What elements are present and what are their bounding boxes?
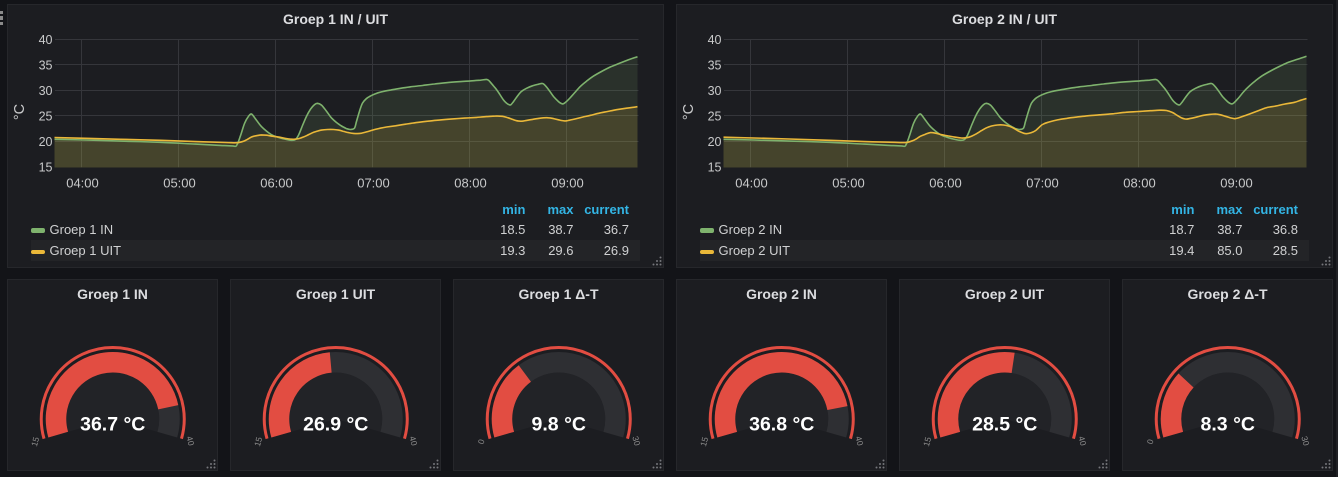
svg-text:35: 35 bbox=[708, 58, 722, 72]
svg-text:25: 25 bbox=[708, 109, 722, 123]
svg-text:04:00: 04:00 bbox=[66, 176, 99, 191]
svg-text:36.8 °C: 36.8 °C bbox=[749, 414, 814, 436]
svg-text:36.7 °C: 36.7 °C bbox=[80, 414, 145, 436]
svg-text:30: 30 bbox=[708, 84, 722, 98]
svg-text:04:00: 04:00 bbox=[735, 176, 768, 191]
svg-text:15: 15 bbox=[29, 435, 41, 447]
svg-text:28.5 °C: 28.5 °C bbox=[972, 414, 1037, 436]
svg-text:05:00: 05:00 bbox=[163, 176, 196, 191]
svg-text:40: 40 bbox=[39, 33, 53, 47]
svg-text:30: 30 bbox=[1299, 435, 1311, 447]
svg-text:°C: °C bbox=[681, 104, 697, 120]
svg-text:°C: °C bbox=[12, 104, 28, 120]
svg-text:05:00: 05:00 bbox=[832, 176, 865, 191]
svg-text:06:00: 06:00 bbox=[929, 176, 962, 191]
svg-text:09:00: 09:00 bbox=[551, 176, 584, 191]
svg-text:15: 15 bbox=[252, 435, 264, 447]
svg-text:07:00: 07:00 bbox=[357, 176, 390, 191]
svg-text:15: 15 bbox=[921, 435, 933, 447]
svg-text:25: 25 bbox=[39, 109, 53, 123]
svg-text:08:00: 08:00 bbox=[1123, 176, 1156, 191]
svg-text:20: 20 bbox=[39, 135, 53, 149]
svg-text:40: 40 bbox=[853, 435, 865, 447]
svg-text:06:00: 06:00 bbox=[260, 176, 293, 191]
svg-text:07:00: 07:00 bbox=[1026, 176, 1059, 191]
svg-text:15: 15 bbox=[39, 160, 53, 174]
svg-text:30: 30 bbox=[630, 435, 642, 447]
svg-text:26.9 °C: 26.9 °C bbox=[303, 414, 368, 436]
svg-text:15: 15 bbox=[698, 435, 710, 447]
svg-text:40: 40 bbox=[708, 33, 722, 47]
svg-text:8.3 °C: 8.3 °C bbox=[1201, 414, 1255, 436]
svg-text:40: 40 bbox=[184, 435, 196, 447]
svg-text:0: 0 bbox=[476, 438, 487, 446]
svg-text:40: 40 bbox=[1076, 435, 1088, 447]
svg-text:40: 40 bbox=[407, 435, 419, 447]
svg-text:20: 20 bbox=[708, 135, 722, 149]
svg-text:9.8 °C: 9.8 °C bbox=[532, 414, 586, 436]
svg-text:35: 35 bbox=[39, 58, 53, 72]
svg-text:0: 0 bbox=[1145, 438, 1156, 446]
svg-text:15: 15 bbox=[708, 160, 722, 174]
svg-text:09:00: 09:00 bbox=[1220, 176, 1253, 191]
svg-text:08:00: 08:00 bbox=[454, 176, 487, 191]
svg-text:30: 30 bbox=[39, 84, 53, 98]
